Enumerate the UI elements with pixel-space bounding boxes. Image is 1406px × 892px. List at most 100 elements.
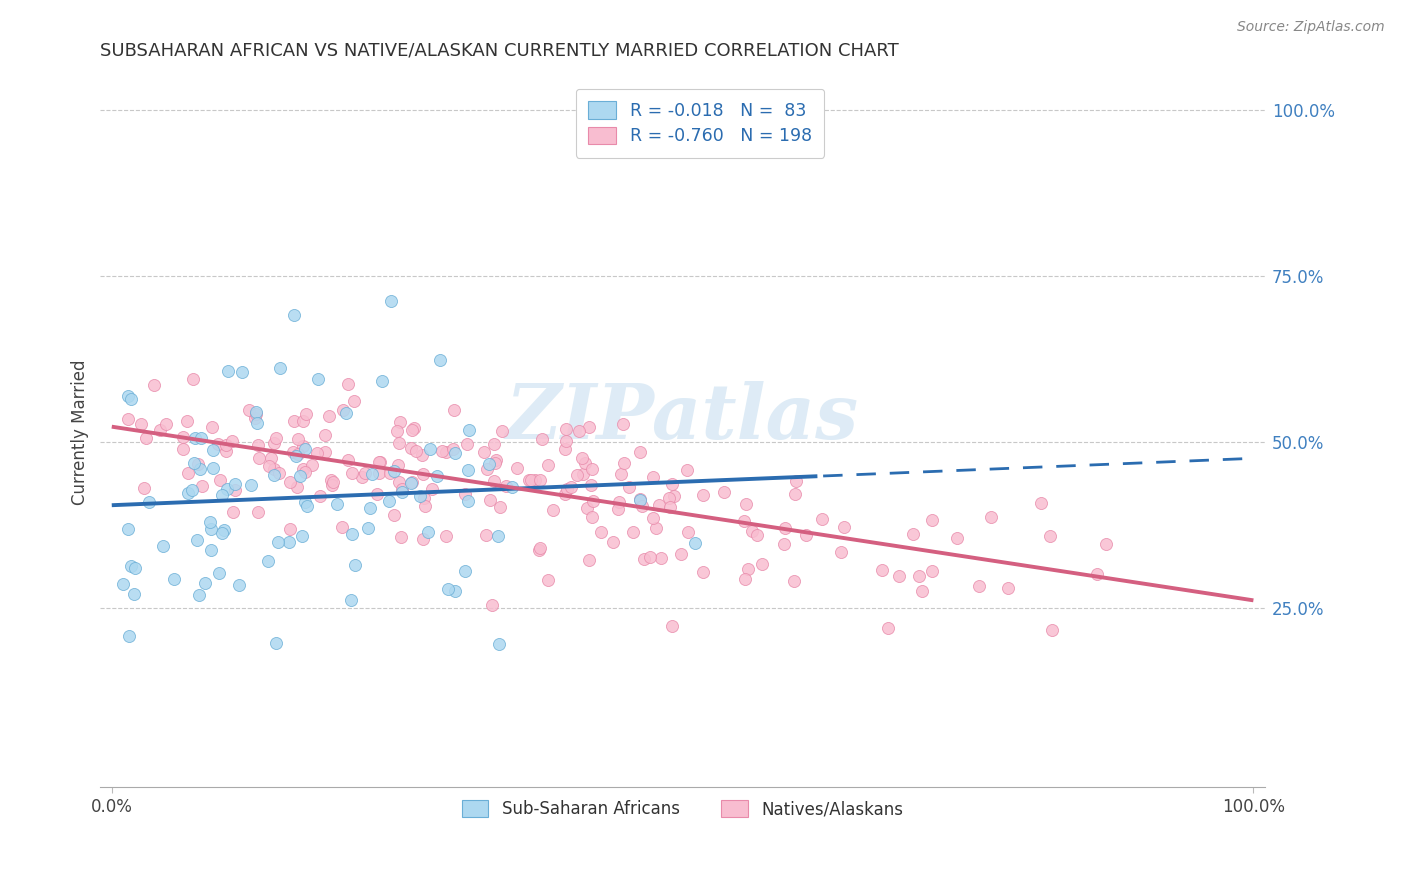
Point <box>486 528 509 542</box>
Point <box>555 482 578 496</box>
Point <box>412 467 434 481</box>
Point <box>295 407 318 421</box>
Point <box>911 584 934 599</box>
Point <box>143 378 166 392</box>
Point <box>713 485 735 500</box>
Point <box>149 423 172 437</box>
Point <box>568 425 591 439</box>
Point <box>269 466 291 480</box>
Point <box>224 483 246 497</box>
Point <box>572 467 595 481</box>
Point <box>631 499 654 513</box>
Point <box>290 468 312 483</box>
Point <box>554 442 576 457</box>
Point <box>391 485 413 500</box>
Point <box>359 501 381 516</box>
Point <box>243 410 266 425</box>
Point <box>332 402 354 417</box>
Point <box>794 528 817 542</box>
Point <box>1085 567 1108 582</box>
Point <box>628 492 651 507</box>
Point <box>350 470 373 484</box>
Point <box>172 442 194 457</box>
Point <box>339 592 361 607</box>
Point <box>201 460 224 475</box>
Point <box>773 537 796 551</box>
Point <box>401 475 423 490</box>
Point <box>371 374 394 388</box>
Point <box>737 562 759 576</box>
Point <box>335 406 357 420</box>
Point <box>152 540 174 554</box>
Point <box>399 476 422 491</box>
Point <box>783 574 806 588</box>
Point <box>457 463 479 477</box>
Point <box>342 466 364 480</box>
Point <box>488 637 510 651</box>
Point <box>291 414 314 428</box>
Point <box>589 524 612 539</box>
Point <box>387 436 409 450</box>
Point <box>117 411 139 425</box>
Point <box>664 489 686 503</box>
Point <box>908 568 931 582</box>
Point <box>537 458 560 472</box>
Point <box>308 489 330 503</box>
Point <box>877 621 900 635</box>
Point <box>188 462 211 476</box>
Point <box>191 479 214 493</box>
Point <box>163 572 186 586</box>
Point <box>380 294 402 309</box>
Point <box>321 473 343 487</box>
Point <box>354 466 377 480</box>
Point <box>368 455 391 469</box>
Point <box>641 511 664 525</box>
Point <box>344 558 367 573</box>
Point <box>283 414 305 428</box>
Point <box>751 557 773 571</box>
Y-axis label: Currently Married: Currently Married <box>72 359 89 505</box>
Point <box>437 582 460 596</box>
Point <box>211 488 233 502</box>
Point <box>247 506 270 520</box>
Point <box>314 427 336 442</box>
Point <box>287 447 309 461</box>
Point <box>211 525 233 540</box>
Legend: Sub-Saharan Africans, Natives/Alaskans: Sub-Saharan Africans, Natives/Alaskans <box>456 794 910 825</box>
Point <box>135 430 157 444</box>
Point <box>661 618 683 632</box>
Point <box>177 486 200 500</box>
Point <box>872 563 894 577</box>
Point <box>391 482 413 496</box>
Point <box>245 407 267 421</box>
Point <box>602 534 624 549</box>
Point <box>478 493 501 508</box>
Point <box>200 515 222 529</box>
Point <box>785 474 807 488</box>
Point <box>520 473 543 487</box>
Point <box>517 473 540 487</box>
Point <box>617 479 640 493</box>
Point <box>554 422 576 436</box>
Point <box>444 584 467 599</box>
Point <box>426 469 449 483</box>
Point <box>420 482 443 496</box>
Point <box>357 521 380 535</box>
Point <box>207 436 229 450</box>
Point <box>330 520 353 534</box>
Point <box>491 424 513 438</box>
Point <box>1029 495 1052 509</box>
Point <box>138 495 160 509</box>
Point <box>489 500 512 515</box>
Point <box>208 473 231 487</box>
Point <box>443 403 465 417</box>
Point <box>124 561 146 575</box>
Point <box>221 434 243 449</box>
Point <box>612 417 634 432</box>
Point <box>245 405 267 419</box>
Point <box>692 488 714 502</box>
Point <box>247 450 270 465</box>
Point <box>501 480 523 494</box>
Point <box>389 415 412 429</box>
Point <box>661 477 683 491</box>
